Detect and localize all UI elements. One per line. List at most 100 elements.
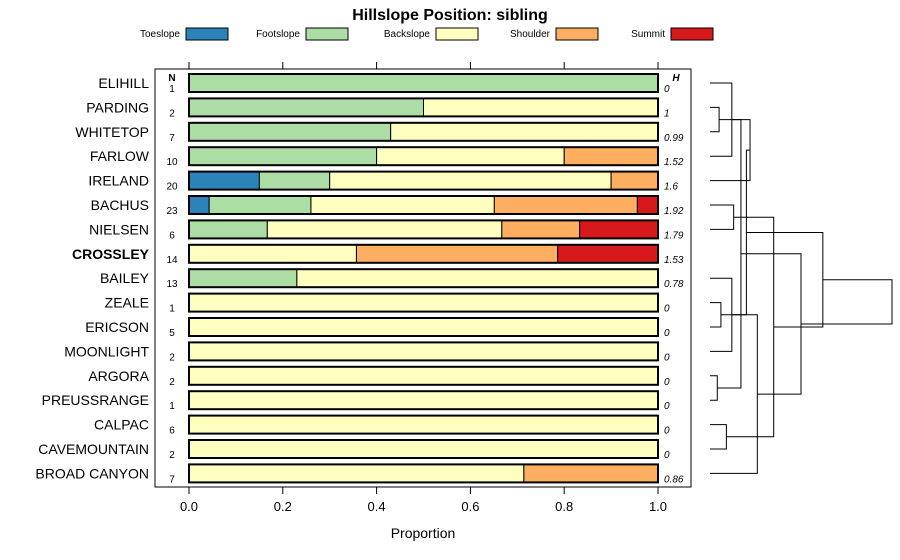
legend-label-footslope: Footslope: [256, 29, 300, 40]
x-axis: 0.0 0.2 0.4 0.6 0.8 1.0: [180, 62, 667, 514]
row-label-parding: PARDING: [86, 99, 149, 115]
legend-label-shoulder: Shoulder: [510, 29, 551, 40]
h-value-calpac: 0: [664, 426, 670, 437]
bar-farlow-footslope: [188, 146, 378, 166]
bar-outline-parding: [188, 97, 659, 118]
bar-calpac-backslope: [188, 415, 659, 435]
row-label-bachus: BACHUS: [91, 197, 149, 213]
bar-outline-nielsen: [188, 219, 659, 240]
n-value-moonlight: 2: [169, 352, 175, 363]
bar-ireland-toeslope: [188, 171, 260, 191]
bar-outline-crossley: [188, 243, 659, 264]
bar-nielsen-backslope: [266, 219, 503, 239]
x-tick-label-0: 0.0: [180, 499, 198, 514]
h-value-broad-canyon: 0.86: [664, 474, 684, 485]
dendrogram-link-2: [710, 375, 718, 401]
dendrogram-link-3: [710, 302, 722, 328]
n-value-bailey: 13: [166, 279, 178, 290]
h-value-farlow: 1.52: [664, 157, 684, 168]
bar-bachus-summit: [636, 195, 659, 215]
h-value-cavemountain: 0: [664, 450, 670, 461]
h-value-bachus: 1.92: [664, 206, 684, 217]
row-label-zeale: ZEALE: [105, 295, 149, 311]
bar-nielsen-shoulder: [501, 219, 581, 239]
row-label-whitetop: WHITETOP: [75, 124, 149, 140]
dendrogram-link-8: [717, 119, 742, 389]
bar-zeale-backslope: [188, 293, 659, 313]
bar-outline-preussrange: [188, 390, 659, 411]
row-label-argora: ARGORA: [88, 368, 149, 384]
row-label-cavemountain: CAVEMOUNTAIN: [38, 441, 149, 457]
x-tick-label-5: 1.0: [649, 499, 667, 514]
n-value-ireland: 20: [166, 182, 178, 193]
row-label-ireland: IRELAND: [88, 173, 149, 189]
chart-title: Hillslope Position: sibling: [352, 7, 548, 24]
x-tick-label-4: 0.8: [555, 499, 573, 514]
bar-crossley-backslope: [188, 244, 357, 264]
bar-bachus-toeslope: [188, 195, 210, 215]
bar-bachus-footslope: [208, 195, 312, 215]
bar-ireland-shoulder: [610, 171, 659, 191]
h-header: H: [672, 73, 680, 84]
dendrogram-link-4: [710, 204, 735, 230]
h-value-bailey: 0.78: [664, 279, 684, 290]
n-value-zeale: 1: [169, 304, 175, 315]
bar-outline-whitetop: [188, 121, 659, 142]
n-value-cavemountain: 2: [169, 450, 175, 461]
h-value-ericson: 0: [664, 328, 670, 339]
x-tick-label-2: 0.4: [368, 499, 386, 514]
dendrogram-link-14: [801, 279, 893, 325]
bar-ireland-footslope: [258, 171, 331, 191]
legend-swatch-shoulder: [555, 27, 599, 41]
bar-moonlight-backslope: [188, 341, 659, 361]
n-value-argora: 2: [169, 377, 175, 388]
legend-label-summit: Summit: [631, 29, 665, 40]
bar-outline-farlow: [188, 146, 659, 167]
bar-bachus-backslope: [310, 195, 495, 215]
bar-outline-ericson: [188, 317, 659, 337]
n-value-ericson: 5: [169, 328, 175, 339]
h-value-nielsen: 1.79: [664, 230, 684, 241]
h-value-moonlight: 0: [664, 352, 670, 363]
n-value-bachus: 23: [166, 206, 178, 217]
n-value-farlow: 10: [166, 157, 178, 168]
dendrogram-link-9: [720, 149, 751, 316]
x-tick-label-3: 0.6: [461, 499, 479, 514]
h-value-preussrange: 0: [664, 401, 670, 412]
bar-crossley-summit: [557, 244, 659, 264]
n-value-elihill: 1: [169, 84, 175, 95]
bar-broad-canyon-shoulder: [523, 463, 659, 483]
legend-swatch-toeslope: [185, 27, 229, 41]
dendrogram-link-12: [740, 253, 802, 395]
h-value-zeale: 0: [664, 304, 670, 315]
row-label-crossley: CROSSLEY: [72, 246, 150, 262]
bar-ericson-backslope: [188, 317, 659, 337]
n-value-crossley: 14: [166, 255, 178, 266]
dendrogram-link-13: [746, 231, 824, 328]
bar-outline-moonlight: [188, 341, 659, 362]
n-value-parding: 2: [169, 108, 175, 119]
n-value-calpac: 6: [169, 426, 175, 437]
bar-nielsen-summit: [579, 219, 659, 239]
row-label-farlow: FARLOW: [90, 148, 150, 164]
legend-label-backslope: Backslope: [384, 29, 431, 40]
n-value-whitetop: 7: [169, 133, 175, 144]
x-tick-label-1: 0.2: [274, 499, 292, 514]
h-value-elihill: 0: [664, 84, 670, 95]
h-value-ireland: 1.6: [664, 182, 678, 193]
h-value-argora: 0: [664, 377, 670, 388]
n-value-broad-canyon: 7: [169, 474, 175, 485]
n-header: N: [168, 73, 175, 84]
bar-broad-canyon-backslope: [188, 463, 525, 483]
row-label-moonlight: MOONLIGHT: [64, 343, 149, 359]
legend-swatch-backslope: [435, 27, 479, 41]
h-value-parding: 1: [664, 108, 670, 119]
n-value-nielsen: 6: [169, 230, 175, 241]
bar-bachus-shoulder: [493, 195, 638, 215]
row-label-elihill: ELIHILL: [98, 75, 149, 91]
bar-cavemountain-backslope: [188, 439, 659, 459]
bar-outline-ireland: [188, 170, 659, 191]
bar-nielsen-footslope: [188, 219, 268, 239]
